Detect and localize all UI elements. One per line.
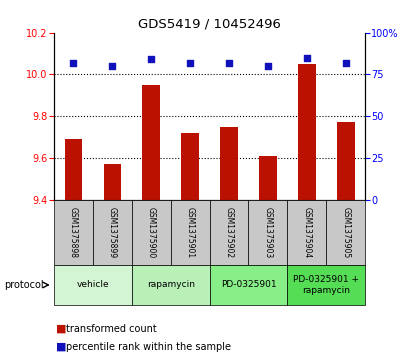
- Text: rapamycin: rapamycin: [146, 281, 195, 289]
- Bar: [220, 127, 238, 200]
- Bar: [54, 200, 93, 265]
- Point: [265, 63, 271, 69]
- Point: [187, 60, 193, 66]
- Bar: [249, 200, 287, 265]
- Text: protocol: protocol: [4, 280, 44, 290]
- Text: GSM1375901: GSM1375901: [186, 207, 195, 258]
- Bar: [171, 200, 210, 265]
- Bar: [65, 139, 82, 200]
- Title: GDS5419 / 10452496: GDS5419 / 10452496: [138, 17, 281, 30]
- Text: vehicle: vehicle: [76, 281, 109, 289]
- Text: GSM1375903: GSM1375903: [264, 207, 272, 258]
- Text: GSM1375902: GSM1375902: [225, 207, 234, 258]
- Text: transformed count: transformed count: [66, 323, 156, 334]
- Point: [70, 60, 77, 66]
- Text: percentile rank within the sample: percentile rank within the sample: [66, 342, 231, 352]
- Bar: [132, 265, 210, 305]
- Text: GSM1375899: GSM1375899: [108, 207, 117, 258]
- Bar: [142, 85, 160, 200]
- Bar: [259, 156, 277, 200]
- Bar: [93, 200, 132, 265]
- Text: PD-0325901 +
rapamycin: PD-0325901 + rapamycin: [293, 275, 359, 295]
- Text: GSM1375898: GSM1375898: [69, 207, 78, 258]
- Point: [226, 60, 232, 66]
- Text: GSM1375904: GSM1375904: [303, 207, 311, 258]
- Bar: [54, 265, 132, 305]
- Point: [342, 60, 349, 66]
- Bar: [181, 133, 199, 200]
- Text: GSM1375905: GSM1375905: [341, 207, 350, 258]
- Point: [148, 57, 154, 62]
- Bar: [287, 200, 326, 265]
- Bar: [326, 200, 365, 265]
- Bar: [104, 164, 121, 200]
- Text: PD-0325901: PD-0325901: [221, 281, 276, 289]
- Bar: [210, 200, 249, 265]
- Text: ■: ■: [56, 342, 66, 352]
- Bar: [210, 265, 287, 305]
- Bar: [298, 64, 315, 200]
- Point: [109, 63, 116, 69]
- Bar: [132, 200, 171, 265]
- Bar: [287, 265, 365, 305]
- Bar: [337, 122, 354, 200]
- Point: [303, 55, 310, 61]
- Text: ■: ■: [56, 323, 66, 334]
- Text: GSM1375900: GSM1375900: [147, 207, 156, 258]
